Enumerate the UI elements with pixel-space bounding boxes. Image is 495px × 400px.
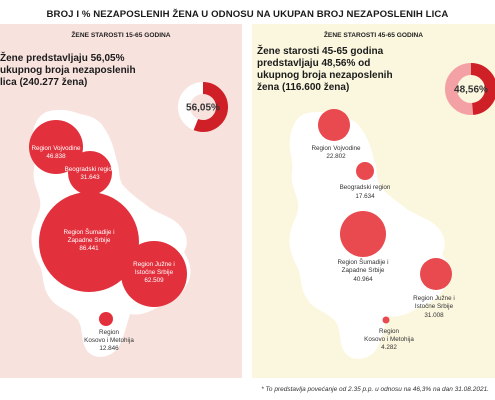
lead-line: predstavljaju 48,56% od bbox=[257, 58, 371, 69]
svg-text:Region: Region bbox=[99, 329, 119, 336]
svg-text:40.964: 40.964 bbox=[353, 276, 373, 283]
footnote: * To predstavlja povećanje od 2.35 p.p. … bbox=[261, 386, 489, 393]
region-bubble bbox=[68, 151, 112, 195]
serbia-map-right: 48,56% Region Vojvodine 22.802 Beogradsk… bbox=[289, 63, 495, 359]
lead-text-right: Žene starosti 45-65 godina predstavljaju… bbox=[257, 46, 393, 94]
lead-text-left: Žene predstavljaju 56,05% ukupnog broja … bbox=[0, 53, 136, 89]
lead-line: ukupnog broja nezaposlenih bbox=[257, 70, 393, 81]
svg-text:Istočne Srbije: Istočne Srbije bbox=[135, 269, 174, 276]
region-juzna: Region Južne i Istočne Srbije 62.509 bbox=[121, 241, 187, 307]
svg-text:4.282: 4.282 bbox=[381, 344, 397, 351]
lead-line: lica (240.277 žena) bbox=[0, 77, 88, 88]
donut-percent-label: 48,56% bbox=[454, 85, 488, 96]
region-bubble bbox=[382, 316, 390, 324]
svg-text:22.802: 22.802 bbox=[326, 153, 346, 160]
svg-text:Region Vojvodine: Region Vojvodine bbox=[31, 145, 81, 152]
region-value: 4.282 bbox=[381, 344, 397, 351]
region-bubble bbox=[420, 258, 452, 290]
region-bubble bbox=[121, 241, 187, 307]
region-bubble bbox=[356, 162, 374, 180]
svg-text:46.838: 46.838 bbox=[46, 153, 66, 160]
svg-text:Kosovo i Metohija: Kosovo i Metohija bbox=[364, 336, 414, 343]
region-sumadija: Region Šumadije i Zapadne Srbije 40.964 bbox=[337, 211, 389, 283]
svg-text:Region Šumadije i: Region Šumadije i bbox=[63, 227, 114, 236]
region-name-line1: Region Južne i bbox=[133, 261, 175, 268]
region-name-line2: Istočne Srbije bbox=[415, 303, 454, 310]
region-value: 40.964 bbox=[353, 276, 373, 283]
region-name-line2: Kosovo i Metohija bbox=[84, 337, 134, 344]
donut-arc bbox=[445, 63, 495, 115]
svg-text:Region Šumadije i: Region Šumadije i bbox=[337, 257, 388, 266]
region-value: 46.838 bbox=[46, 153, 66, 160]
region-value: 86.441 bbox=[79, 245, 99, 252]
svg-text:86.441: 86.441 bbox=[79, 245, 99, 252]
svg-text:Region Južne i: Region Južne i bbox=[413, 295, 455, 302]
region-value: 62.509 bbox=[144, 277, 164, 284]
region-beograd: Beogradski region 17.634 bbox=[340, 162, 391, 200]
region-value: 31.008 bbox=[424, 312, 444, 319]
region-bubble bbox=[39, 192, 139, 292]
lead-line: Žene starosti 45-65 godina bbox=[257, 46, 384, 57]
svg-text:Region: Region bbox=[379, 328, 399, 335]
region-bubble bbox=[29, 120, 83, 174]
svg-text:Kosovo i Metohija: Kosovo i Metohija bbox=[84, 337, 134, 344]
region-name: Beogradski region bbox=[65, 166, 116, 173]
region-kosovo: Region Kosovo i Metohija 4.282 bbox=[364, 316, 414, 351]
region-vojvodina: Region Vojvodine 46.838 bbox=[29, 120, 83, 174]
region-name-line1: Region bbox=[379, 328, 399, 335]
region-name-line1: Region Šumadije i bbox=[63, 227, 114, 236]
region-name: Region Vojvodine bbox=[31, 145, 81, 152]
infographic-title: BROJ I % NEZAPOSLENIH ŽENA U ODNOSU NA U… bbox=[46, 9, 449, 20]
region-name-line2: Kosovo i Metohija bbox=[364, 336, 414, 343]
region-value: 12.846 bbox=[99, 345, 119, 352]
region-bubble bbox=[99, 312, 113, 326]
region-name-line1: Region bbox=[99, 329, 119, 336]
region-beograd: Beogradski region 31.643 bbox=[65, 151, 116, 195]
svg-text:Zapadne Srbije: Zapadne Srbije bbox=[342, 267, 385, 274]
svg-text:Beogradski region: Beogradski region bbox=[340, 184, 391, 191]
svg-text:31.643: 31.643 bbox=[80, 174, 100, 181]
region-value: 22.802 bbox=[326, 153, 346, 160]
lead-line: Žene predstavljaju 56,05% bbox=[0, 53, 125, 64]
region-name-line1: Region Šumadije i bbox=[337, 257, 388, 266]
lead-line: žena (116.600 žena) bbox=[257, 82, 350, 93]
donut-chart-right: 48,56% bbox=[445, 63, 495, 115]
region-name-line1: Region Južne i bbox=[413, 295, 455, 302]
region-name-line2: Zapadne Srbije bbox=[342, 267, 385, 274]
panel-subtitle: ŽENE STAROSTI 45-65 GODINA bbox=[323, 32, 424, 39]
region-name-line2: Istočne Srbije bbox=[135, 269, 174, 276]
donut-percent-label: 56,05% bbox=[186, 103, 220, 114]
panel-women-45-65: ŽENE STAROSTI 45-65 GODINA 48,56% Region… bbox=[252, 24, 495, 378]
region-sumadija: Region Šumadije i Zapadne Srbije 86.441 bbox=[39, 192, 139, 292]
svg-text:Zapadne Srbije: Zapadne Srbije bbox=[68, 237, 111, 244]
serbia-map-left: 56,05% Region Vojvodine 46.838 Beogradsk… bbox=[29, 82, 228, 357]
svg-text:31.008: 31.008 bbox=[424, 312, 444, 319]
region-kosovo: Region Kosovo i Metohija 12.846 bbox=[84, 312, 134, 352]
region-name: Region Vojvodine bbox=[311, 145, 361, 152]
svg-text:17.634: 17.634 bbox=[355, 193, 375, 200]
svg-text:Istočne Srbije: Istočne Srbije bbox=[415, 303, 454, 310]
svg-text:12.846: 12.846 bbox=[99, 345, 119, 352]
region-vojvodina: Region Vojvodine 22.802 bbox=[311, 109, 361, 160]
region-value: 31.643 bbox=[80, 174, 100, 181]
region-name-line2: Zapadne Srbije bbox=[68, 237, 111, 244]
region-value: 17.634 bbox=[355, 193, 375, 200]
region-bubble bbox=[318, 109, 350, 141]
svg-text:Region Južne i: Region Južne i bbox=[133, 261, 175, 268]
region-juzna: Region Južne i Istočne Srbije 31.008 bbox=[413, 258, 455, 319]
donut-arc bbox=[178, 82, 228, 132]
region-name: Beogradski region bbox=[340, 184, 391, 191]
svg-text:Region Vojvodine: Region Vojvodine bbox=[311, 145, 361, 152]
panel-subtitle: ŽENE STAROSTI 15-65 GODINA bbox=[71, 32, 171, 39]
svg-text:Beogradski region: Beogradski region bbox=[65, 166, 116, 173]
region-bubble bbox=[340, 211, 386, 257]
panel-women-15-65: ŽENE STAROSTI 15-65 GODINA 56,05% Region… bbox=[0, 24, 242, 378]
lead-line: ukupnog broja nezaposlenih bbox=[0, 65, 136, 76]
svg-text:62.509: 62.509 bbox=[144, 277, 164, 284]
donut-chart-left: 56,05% bbox=[178, 82, 228, 132]
